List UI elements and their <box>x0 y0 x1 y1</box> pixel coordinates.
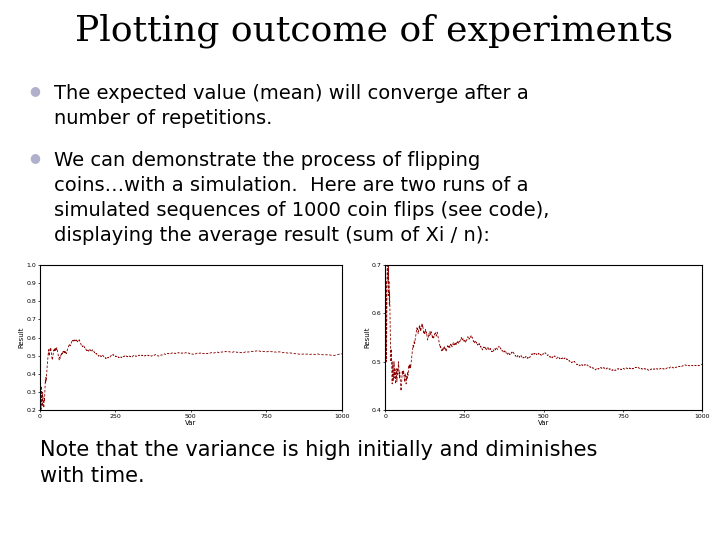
X-axis label: Var: Var <box>185 420 197 426</box>
Text: Note that the variance is high initially and diminishes
with time.: Note that the variance is high initially… <box>40 440 597 487</box>
X-axis label: Var: Var <box>538 420 549 426</box>
Text: ●: ● <box>29 151 40 164</box>
Y-axis label: Result: Result <box>364 327 371 348</box>
Text: Plotting outcome of experiments: Plotting outcome of experiments <box>76 14 673 48</box>
Y-axis label: Result: Result <box>19 327 25 348</box>
Text: We can demonstrate the process of flipping
coins…with a simulation.  Here are tw: We can demonstrate the process of flippi… <box>54 151 549 245</box>
Text: The expected value (mean) will converge after a
number of repetitions.: The expected value (mean) will converge … <box>54 84 528 127</box>
Text: ●: ● <box>29 84 40 97</box>
